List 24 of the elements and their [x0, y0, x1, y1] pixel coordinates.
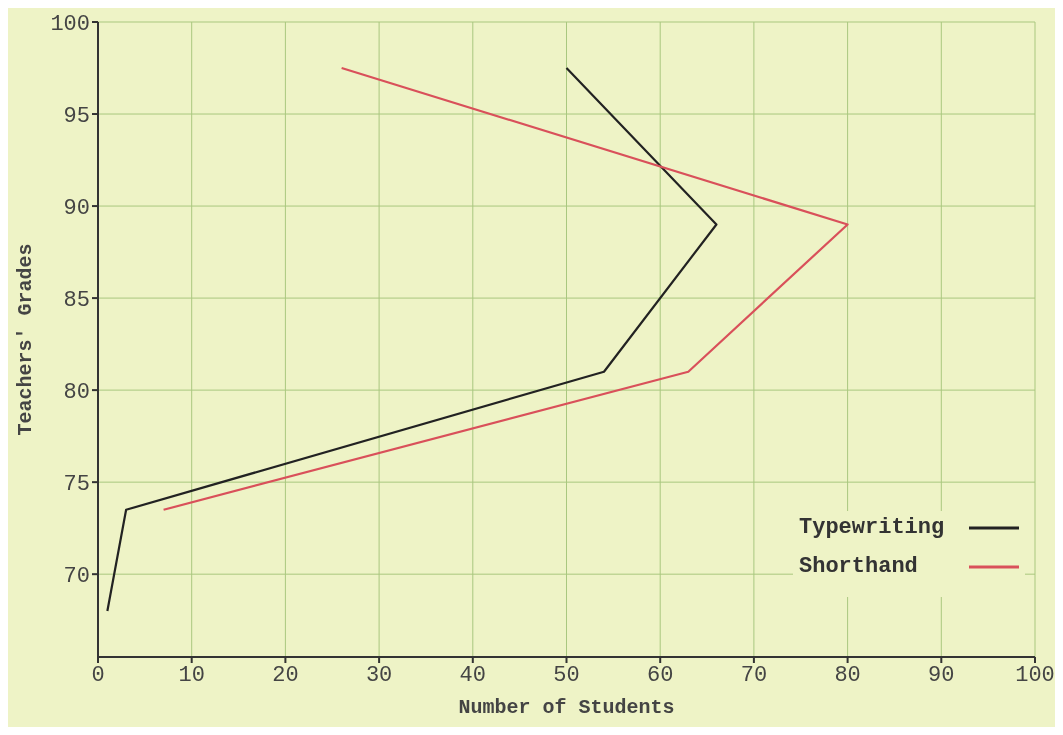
y-axis-title: Teachers' Grades [14, 243, 38, 436]
x-tick-label: 80 [834, 662, 861, 688]
y-tick-label: 95 [63, 103, 90, 129]
x-tick-label: 60 [647, 662, 674, 688]
x-axis-title: Number of Students [458, 696, 675, 719]
x-tick-label: 40 [459, 662, 486, 688]
line-series [162, 66, 849, 511]
y-tick-label: 75 [63, 471, 90, 497]
legend-label: Shorthand [799, 554, 919, 579]
y-tick-label: 85 [63, 287, 90, 313]
line-series [106, 66, 718, 613]
x-tick-label: 90 [928, 662, 955, 688]
y-tick-label: 80 [63, 379, 90, 405]
x-tick-label: 10 [178, 662, 205, 688]
legend-label: Typewriting [799, 515, 946, 540]
x-tick-label: 0 [91, 662, 105, 688]
x-tick-label: 20 [272, 662, 299, 688]
y-tick-label: 100 [50, 11, 90, 37]
x-tick-label: 30 [365, 662, 393, 688]
x-tick-label: 50 [553, 662, 580, 688]
x-tick-label: 100 [1015, 662, 1055, 688]
y-tick-label: 90 [63, 195, 90, 221]
y-tick-label: 70 [63, 563, 90, 589]
x-tick-label: 70 [740, 662, 768, 688]
